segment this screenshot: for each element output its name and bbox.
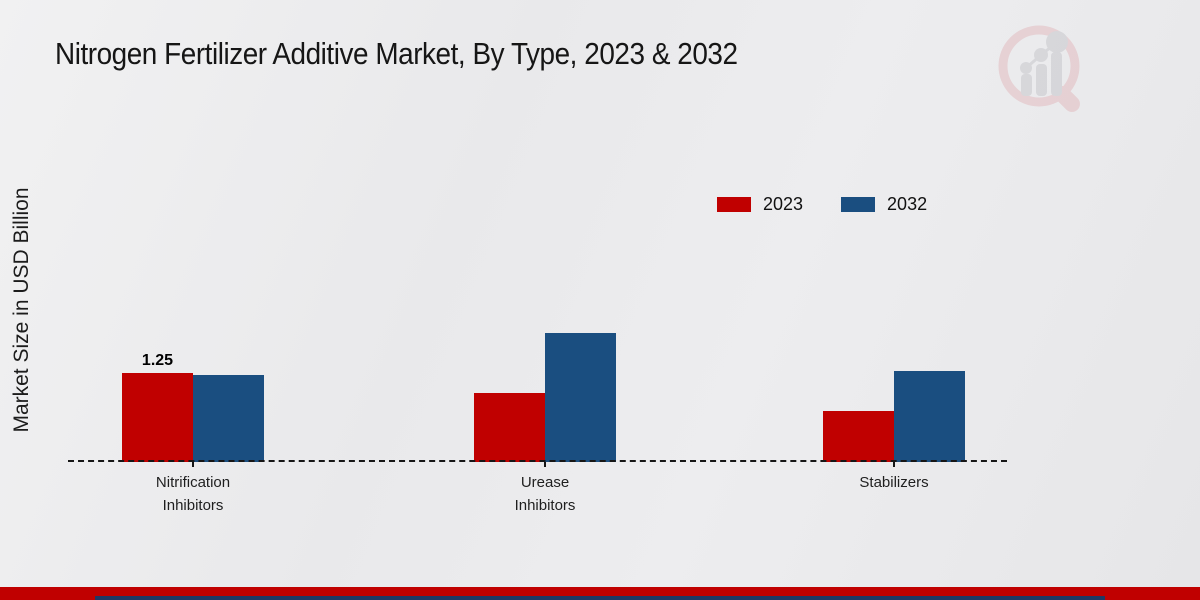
legend-swatch-2032 bbox=[841, 197, 876, 212]
bar-2032-urease-inhibitors bbox=[545, 333, 616, 462]
legend: 2023 2032 bbox=[717, 194, 927, 215]
market-research-future-logo-icon bbox=[998, 25, 1080, 112]
x-axis-tick bbox=[893, 462, 895, 467]
bar-2032-stabilizers bbox=[894, 371, 965, 462]
footer-navy-bar bbox=[95, 596, 1105, 600]
bar-2023-nitrification-inhibitors bbox=[122, 373, 193, 462]
x-axis-category-label: Urease Inhibitors bbox=[514, 474, 576, 515]
x-axis-line bbox=[68, 460, 1007, 462]
x-axis-category-label: Nitrification Inhibitors bbox=[155, 474, 231, 515]
x-axis-tick bbox=[192, 462, 194, 467]
chart-title: Nitrogen Fertilizer Additive Market, By … bbox=[55, 36, 738, 71]
bar-2023-stabilizers bbox=[823, 411, 894, 462]
x-axis-category-label: Stabilizers bbox=[859, 474, 929, 491]
x-axis-tick bbox=[544, 462, 546, 467]
bar-2032-nitrification-inhibitors bbox=[193, 375, 264, 462]
legend-item-2023: 2023 bbox=[717, 194, 803, 215]
legend-label: 2032 bbox=[887, 194, 928, 214]
legend-label: 2023 bbox=[763, 194, 804, 214]
bar-value-label: 1.25 bbox=[141, 352, 174, 369]
legend-item-2032: 2032 bbox=[841, 194, 927, 215]
bar-2023-urease-inhibitors bbox=[474, 393, 545, 462]
legend-swatch-2023 bbox=[717, 197, 751, 212]
